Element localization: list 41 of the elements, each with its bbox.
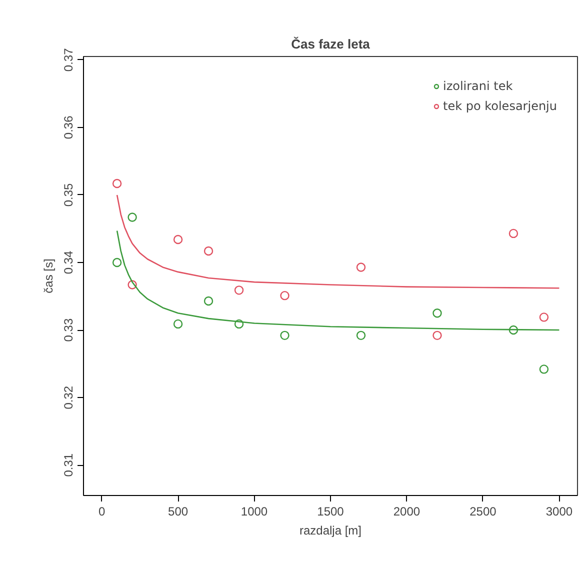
point <box>508 325 518 335</box>
point <box>539 312 549 322</box>
y-tick-label: 0.35 <box>62 182 76 207</box>
y-tick-label: 0.31 <box>62 453 76 477</box>
point <box>356 262 366 272</box>
point <box>173 234 183 244</box>
y-tick-label: 0.32 <box>62 386 76 410</box>
point <box>128 280 137 290</box>
point <box>539 364 549 374</box>
point <box>173 319 183 329</box>
y-axis-title: čas [s] <box>42 258 56 294</box>
point <box>112 178 122 188</box>
y-tick-label: 0.36 <box>62 115 76 140</box>
point <box>234 286 244 295</box>
point <box>280 330 290 340</box>
point <box>432 308 442 318</box>
y-tick-label: 0.33 <box>62 318 76 342</box>
legend-label: tek po kolesarjenju <box>442 99 557 113</box>
point <box>280 290 290 300</box>
y-tick-label: 0.34 <box>62 250 76 274</box>
point <box>204 296 214 306</box>
x-tick-label: 1500 <box>317 504 344 518</box>
legend-label: izolirani tek <box>442 79 513 93</box>
x-tick-label: 0 <box>98 504 106 518</box>
x-axis-title: razdalja [m] <box>299 524 362 538</box>
y-tick-label: 0.37 <box>62 48 76 72</box>
point <box>234 319 244 329</box>
line-series <box>116 194 560 289</box>
line-series <box>116 230 560 331</box>
point <box>508 228 518 238</box>
x-tick-label: 2500 <box>470 504 497 518</box>
x-tick-label: 3000 <box>546 504 573 518</box>
x-tick-label: 2000 <box>393 504 420 518</box>
point <box>432 330 442 340</box>
point <box>204 246 214 256</box>
point <box>128 212 137 222</box>
point <box>356 330 366 340</box>
x-tick-label: 500 <box>168 504 188 518</box>
x-tick-label: 1000 <box>240 504 268 518</box>
point <box>112 258 122 268</box>
chart-title: Čas faze leta <box>291 36 371 52</box>
